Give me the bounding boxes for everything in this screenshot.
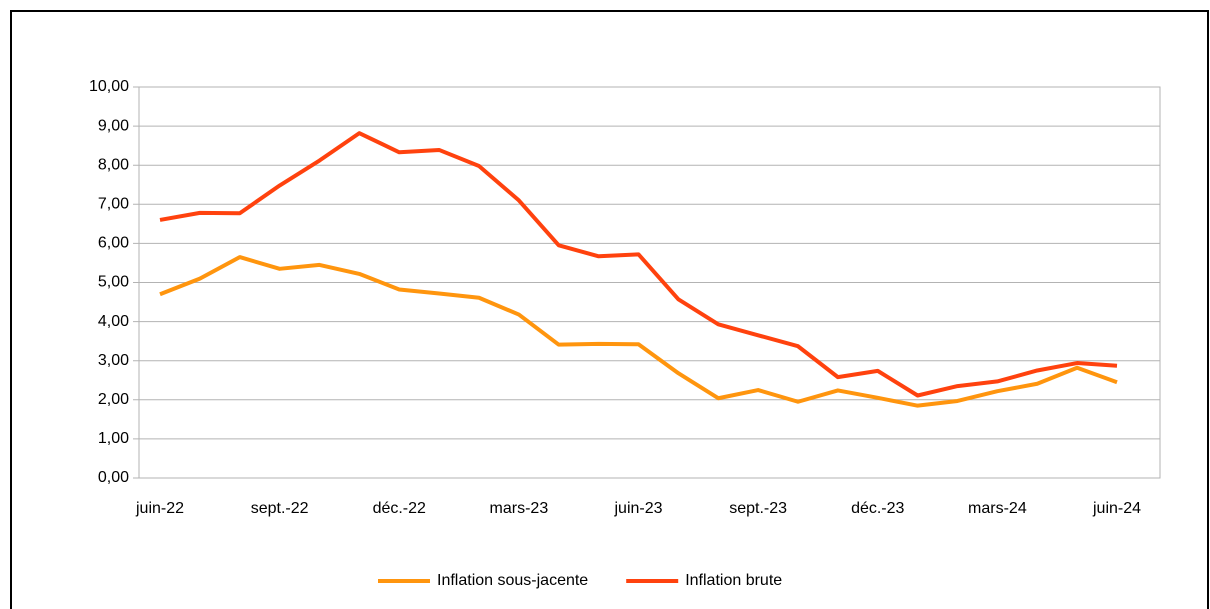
y-tick-label: 1,00 <box>98 430 129 447</box>
legend-label: Inflation sous-jacente <box>437 572 588 589</box>
x-tick-label: mars-23 <box>490 500 549 517</box>
x-tick-label: mars-24 <box>968 500 1027 517</box>
y-tick-label: 0,00 <box>98 469 129 486</box>
y-tick-label: 7,00 <box>98 196 129 213</box>
x-tick-label: déc.-22 <box>373 500 426 517</box>
x-tick-label: juin-24 <box>1092 500 1141 517</box>
y-tick-label: 3,00 <box>98 352 129 369</box>
y-tick-label: 4,00 <box>98 313 129 330</box>
y-tick-label: 9,00 <box>98 117 129 134</box>
series-line <box>159 131 1118 398</box>
legend-label: Inflation brute <box>685 572 782 589</box>
y-tick-label: 2,00 <box>98 391 129 408</box>
series-line <box>159 255 1118 408</box>
x-tick-label: sept.-23 <box>729 500 787 517</box>
x-tick-label: juin-23 <box>613 500 662 517</box>
x-tick-label: sept.-22 <box>251 500 309 517</box>
x-tick-label: juin-22 <box>135 500 184 517</box>
y-tick-label: 5,00 <box>98 274 129 291</box>
y-tick-label: 8,00 <box>98 156 129 173</box>
x-tick-label: déc.-23 <box>851 500 904 517</box>
y-tick-label: 10,00 <box>89 78 129 95</box>
y-tick-label: 6,00 <box>98 235 129 252</box>
